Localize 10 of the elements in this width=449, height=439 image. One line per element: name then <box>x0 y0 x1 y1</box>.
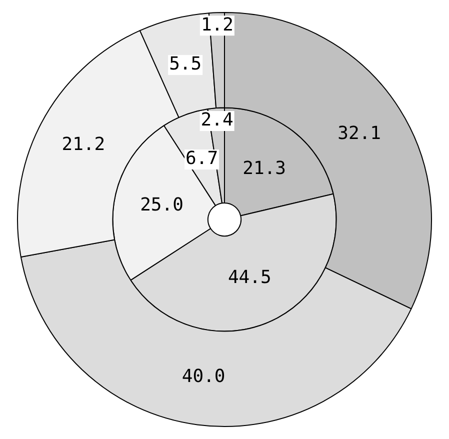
data-label: 2.4 <box>200 110 234 131</box>
data-label: 1.2 <box>200 14 234 36</box>
data-label: 5.5 <box>169 54 202 75</box>
data-label: 21.2 <box>62 134 106 156</box>
data-label: 25.0 <box>140 194 184 216</box>
data-label: 32.1 <box>338 123 382 144</box>
data-label: 6.7 <box>186 148 218 170</box>
data-label: 21.3 <box>242 158 286 179</box>
data-label: 40.0 <box>182 366 226 388</box>
data-label: 44.5 <box>228 267 272 288</box>
